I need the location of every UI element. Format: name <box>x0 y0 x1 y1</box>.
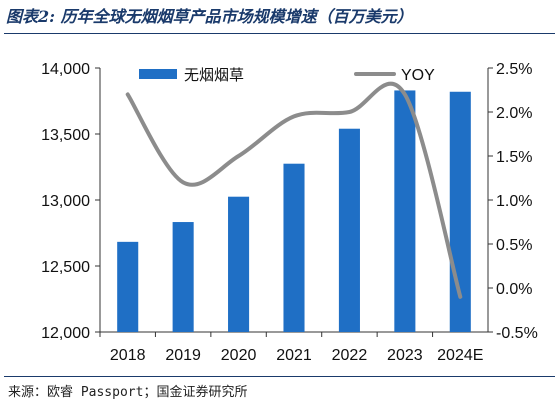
bar <box>394 90 416 332</box>
x-tick-label: 2020 <box>221 347 257 364</box>
x-tick-label: 2022 <box>332 347 368 364</box>
left-tick-label: 12,500 <box>41 259 90 276</box>
x-tick-label: 2018 <box>110 347 146 364</box>
source-note: 来源：欧睿 Passport；国金证券研究所 <box>8 385 248 400</box>
right-tick-label: 1.5% <box>496 149 532 166</box>
right-tick-label: 1.0% <box>496 193 532 210</box>
left-tick-label: 12,000 <box>41 325 90 342</box>
chart-title: 图表2: 历年全球无烟烟草产品市场规模增速（百万美元） <box>6 7 413 26</box>
bar <box>172 222 194 332</box>
axes: 12,000 12,500 13,000 13,500 14,000 -0.5% 0.0% 0… <box>41 61 538 364</box>
x-tick-label: 2019 <box>165 347 201 364</box>
x-tick-label: 2023 <box>387 347 423 364</box>
legend-label-line: YOY <box>401 67 435 84</box>
right-tick-label: 2.0% <box>496 105 532 122</box>
title-divider <box>4 33 555 34</box>
x-tick-label: 2021 <box>276 347 312 364</box>
left-tick-label: 13,000 <box>41 193 90 210</box>
bar <box>228 196 250 332</box>
right-tick-label: -0.5% <box>496 325 538 342</box>
bar-series <box>117 90 471 332</box>
left-tick-label: 13,500 <box>41 127 90 144</box>
legend-swatch-bar <box>139 69 177 79</box>
bar <box>117 241 139 332</box>
x-tick-label: 2024E <box>437 347 483 364</box>
right-tick-label: 0.5% <box>496 237 532 254</box>
bar <box>338 128 360 332</box>
right-tick-label: 0.0% <box>496 281 532 298</box>
right-tick-label: 2.5% <box>496 61 532 78</box>
bar <box>283 163 305 332</box>
legend: 无烟烟草 YOY <box>139 66 435 84</box>
legend-label-bar: 无烟烟草 <box>184 66 244 84</box>
yoy-line-series <box>125 81 463 299</box>
left-tick-label: 14,000 <box>41 61 90 78</box>
source-divider <box>4 376 555 377</box>
